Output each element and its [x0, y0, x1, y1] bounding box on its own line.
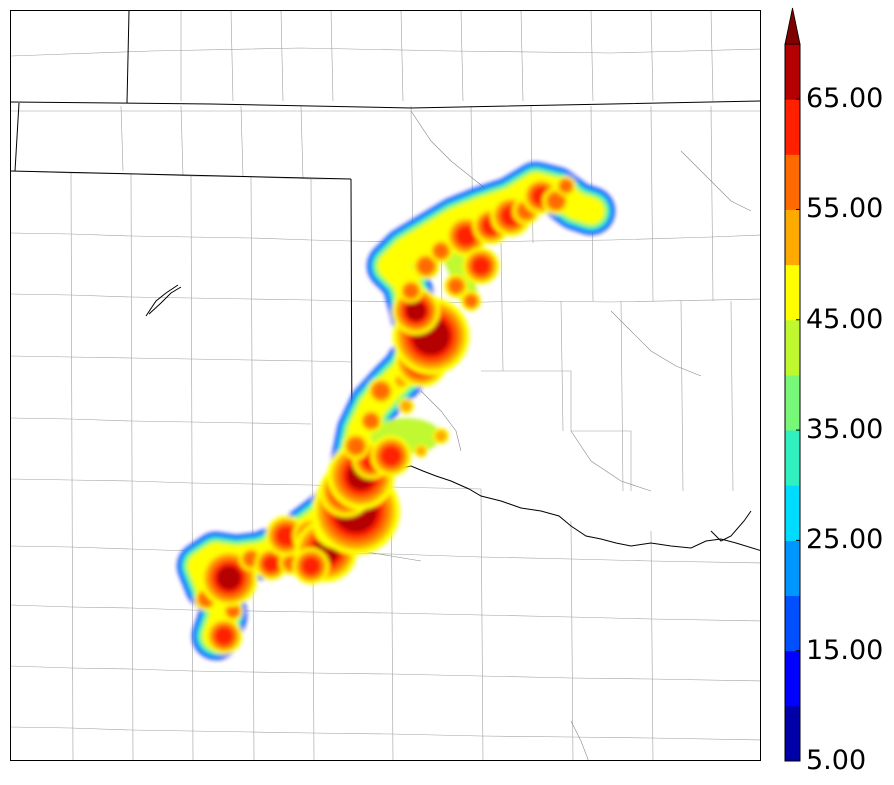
colorbar-band: [785, 374, 800, 431]
storm-cell: [555, 175, 577, 197]
storm-cell: [205, 617, 243, 655]
storm-cell-contour: [404, 284, 418, 298]
storm-cell: [370, 435, 412, 477]
storm-cell-contour: [406, 301, 426, 321]
colorbar-band: [785, 44, 800, 100]
storm-cell: [397, 397, 415, 415]
storm-cell: [462, 247, 500, 285]
storm-cell-contour: [381, 446, 401, 466]
storm-cell-contour: [348, 438, 364, 454]
storm-cell-contour: [434, 244, 448, 258]
colorbar-band: [785, 99, 800, 155]
colorbar-band: [785, 430, 800, 486]
colorbar-band: [785, 264, 800, 321]
storm-cell-contour: [435, 430, 447, 442]
storm-cell-contour: [263, 556, 279, 572]
colorbar-band: [785, 485, 800, 541]
county-boundaries: [11, 11, 760, 760]
storm-cell: [444, 274, 468, 298]
map-panel: [10, 10, 761, 761]
storm-cell-contour: [215, 627, 233, 645]
colorbar-tick-label: 35.00: [806, 414, 884, 446]
colorbar-tick-label: 45.00: [806, 303, 884, 335]
storm-cell-contour: [302, 557, 320, 575]
colorbar-tick-label: 25.00: [806, 524, 884, 556]
colorbar-tick-label: 5.00: [806, 745, 867, 776]
storm-cell-contour: [449, 279, 463, 293]
storm-cell: [367, 377, 395, 405]
colorbar-bands: [784, 7, 801, 762]
storm-cell: [200, 549, 258, 607]
storm-cell-contour: [416, 446, 426, 456]
colorbar-band: [785, 650, 800, 707]
storm-cell-contour: [465, 295, 477, 307]
storm-cell-contour: [400, 400, 412, 412]
storm-cell-contour: [364, 414, 378, 428]
storm-cell: [254, 547, 288, 581]
storm-cell: [292, 547, 330, 585]
colorbar-tick-label: 65.00: [806, 83, 884, 115]
colorbar-tick-label: 15.00: [806, 634, 884, 666]
storm-cell: [342, 432, 370, 460]
storm-cell: [460, 290, 482, 312]
storm-cell-contour: [418, 258, 434, 274]
storm-cell-contour: [456, 226, 476, 246]
colorbar-extend-arrow: [784, 7, 801, 45]
storm-cell: [399, 279, 423, 303]
storm-cell-contour: [227, 605, 239, 617]
storm-cell: [359, 409, 383, 433]
storm-cell-contour: [373, 383, 389, 399]
reflectivity-map: [11, 11, 760, 760]
storm-cell-contour: [560, 180, 572, 192]
colorbar-band: [785, 154, 800, 210]
storm-cell-contour: [472, 257, 490, 275]
colorbar-band: [785, 540, 800, 597]
colorbar-band: [785, 319, 800, 376]
colorbar-frame: [784, 43, 801, 762]
storm-cell: [414, 444, 428, 458]
reflectivity-field: [177, 162, 615, 660]
colorbar-band: [785, 595, 800, 652]
storm-cell-contour: [548, 193, 564, 209]
storm-cell-contour: [217, 566, 241, 590]
storm-cell: [429, 239, 453, 263]
storm-cell-contour: [276, 526, 296, 546]
colorbar-band: [785, 705, 800, 762]
rivers: [360, 110, 752, 760]
storm-cell-contour: [244, 552, 258, 566]
storm-cell: [432, 427, 450, 445]
colorbar-band: [785, 209, 800, 266]
colorbar-tick-label: 55.00: [806, 193, 884, 225]
